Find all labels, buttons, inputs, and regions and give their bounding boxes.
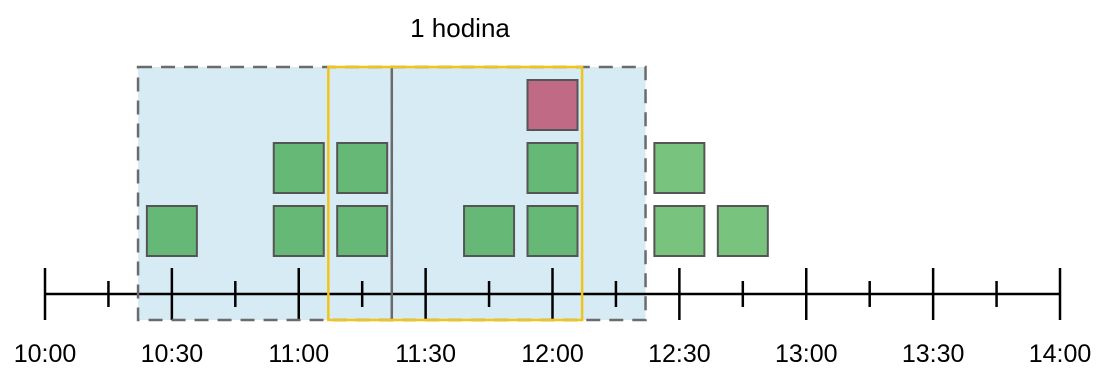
event-box [463, 205, 516, 257]
event-box [526, 205, 579, 257]
window-title: 1 hodina [410, 13, 510, 43]
event-box [272, 205, 325, 257]
tick-label: 14:00 [1029, 340, 1092, 368]
event-box-highlight [526, 79, 579, 131]
event-box [716, 205, 769, 257]
tick-label: 12:30 [648, 340, 711, 368]
event-box [336, 205, 389, 257]
event-box [526, 142, 579, 194]
tick-label: 11:00 [268, 340, 329, 368]
window-layer [136, 65, 647, 322]
labels-layer: 10:00 10:30 11:00 11:30 12:00 12:30 13:00 13:30… [14, 340, 1092, 368]
event-box [653, 142, 706, 194]
events-layer [145, 79, 769, 257]
tick-label: 10:00 [14, 340, 77, 368]
event-box [653, 205, 706, 257]
tick-label: 11:30 [395, 340, 456, 368]
selected-window [327, 65, 584, 322]
event-box [145, 205, 198, 257]
tick-label: 12:00 [521, 340, 584, 368]
event-box [272, 142, 325, 194]
axis-layer [43, 268, 1062, 320]
tick-label: 13:00 [775, 340, 838, 368]
event-box [336, 142, 389, 194]
tick-label: 10:30 [141, 340, 204, 368]
tick-label: 13:30 [902, 340, 965, 368]
